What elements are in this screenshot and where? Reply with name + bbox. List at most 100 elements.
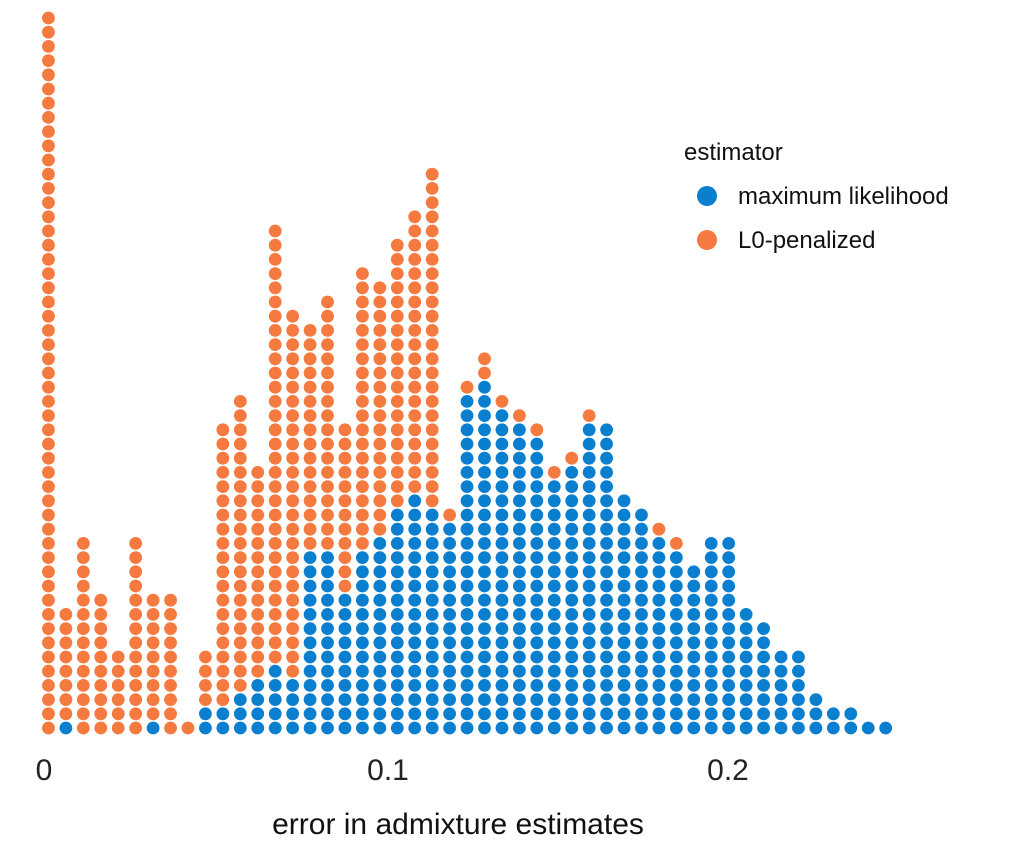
dot-l0-penalized bbox=[268, 451, 282, 465]
dot-maximum-likelihood bbox=[547, 679, 561, 692]
dot-maximum-likelihood bbox=[652, 593, 666, 607]
dot-l0-penalized bbox=[42, 636, 55, 650]
dot-l0-penalized bbox=[338, 508, 352, 522]
dot-maximum-likelihood bbox=[356, 679, 369, 692]
dot-maximum-likelihood bbox=[512, 608, 526, 621]
dot-l0-penalized bbox=[164, 650, 177, 664]
dot-maximum-likelihood bbox=[635, 721, 648, 735]
dot-maximum-likelihood bbox=[356, 551, 369, 564]
dot-l0-penalized bbox=[42, 324, 55, 337]
dot-maximum-likelihood bbox=[478, 664, 491, 678]
dot-l0-penalized bbox=[268, 565, 282, 579]
dot-maximum-likelihood bbox=[512, 622, 526, 635]
dot-maximum-likelihood bbox=[268, 721, 282, 735]
dot-maximum-likelihood bbox=[408, 579, 422, 593]
dot-l0-penalized bbox=[425, 409, 439, 422]
dot-maximum-likelihood bbox=[408, 636, 422, 650]
dot-l0-penalized bbox=[42, 309, 55, 323]
dot-maximum-likelihood bbox=[512, 721, 526, 735]
dot-maximum-likelihood bbox=[635, 693, 648, 706]
dot-maximum-likelihood bbox=[617, 608, 631, 621]
dot-maximum-likelihood bbox=[669, 707, 683, 721]
dot-maximum-likelihood bbox=[722, 679, 736, 692]
dot-l0-penalized bbox=[321, 352, 334, 366]
dot-maximum-likelihood bbox=[530, 551, 544, 564]
dot-maximum-likelihood bbox=[478, 565, 491, 579]
dot-maximum-likelihood bbox=[373, 664, 387, 678]
dot-l0-penalized bbox=[321, 480, 334, 493]
dot-l0-penalized bbox=[373, 423, 387, 437]
dot-l0-penalized bbox=[164, 593, 177, 607]
dot-maximum-likelihood bbox=[303, 693, 317, 706]
dot-l0-penalized bbox=[373, 324, 387, 337]
dot-l0-penalized bbox=[42, 494, 55, 508]
dot-maximum-likelihood bbox=[495, 480, 509, 493]
dot-l0-penalized bbox=[42, 11, 55, 25]
dot-maximum-likelihood bbox=[792, 693, 805, 706]
dot-maximum-likelihood bbox=[600, 636, 613, 650]
dot-l0-penalized bbox=[373, 409, 387, 422]
dot-l0-penalized bbox=[76, 622, 90, 635]
dot-maximum-likelihood bbox=[373, 551, 387, 564]
dot-maximum-likelihood bbox=[268, 664, 282, 678]
dot-maximum-likelihood bbox=[774, 650, 788, 664]
dot-maximum-likelihood bbox=[757, 679, 770, 692]
dot-l0-penalized bbox=[425, 267, 439, 280]
dot-maximum-likelihood bbox=[565, 636, 579, 650]
dot-l0-penalized bbox=[42, 238, 55, 252]
dot-maximum-likelihood bbox=[425, 608, 439, 621]
dot-l0-penalized bbox=[408, 224, 422, 238]
dot-maximum-likelihood bbox=[652, 537, 666, 550]
dot-l0-penalized bbox=[286, 338, 300, 351]
dot-maximum-likelihood bbox=[303, 551, 317, 564]
dot-maximum-likelihood bbox=[582, 423, 596, 437]
dot-l0-penalized bbox=[129, 579, 143, 593]
dot-l0-penalized bbox=[460, 380, 474, 394]
dot-l0-penalized bbox=[76, 650, 90, 664]
dot-l0-penalized bbox=[76, 593, 90, 607]
dot-maximum-likelihood bbox=[617, 537, 631, 550]
dot-l0-penalized bbox=[216, 480, 230, 493]
dot-l0-penalized bbox=[303, 508, 317, 522]
dot-l0-penalized bbox=[338, 480, 352, 493]
dot-maximum-likelihood bbox=[495, 608, 509, 621]
dot-l0-penalized bbox=[408, 395, 422, 408]
dot-maximum-likelihood bbox=[425, 579, 439, 593]
dot-maximum-likelihood bbox=[512, 522, 526, 536]
dot-l0-penalized bbox=[42, 650, 55, 664]
dot-maximum-likelihood bbox=[600, 451, 613, 465]
dot-maximum-likelihood bbox=[512, 664, 526, 678]
dot-l0-penalized bbox=[233, 579, 247, 593]
dot-maximum-likelihood bbox=[582, 593, 596, 607]
dot-maximum-likelihood bbox=[286, 693, 300, 706]
dot-maximum-likelihood bbox=[460, 707, 474, 721]
dot-maximum-likelihood bbox=[652, 664, 666, 678]
dot-l0-penalized bbox=[76, 693, 90, 706]
dot-l0-penalized bbox=[356, 437, 369, 451]
dot-l0-penalized bbox=[146, 650, 160, 664]
dot-l0-penalized bbox=[408, 295, 422, 309]
dot-maximum-likelihood bbox=[199, 721, 212, 735]
dot-l0-penalized bbox=[94, 608, 108, 621]
dot-maximum-likelihood bbox=[652, 579, 666, 593]
dot-maximum-likelihood bbox=[669, 551, 683, 564]
dot-l0-penalized bbox=[42, 608, 55, 621]
dot-maximum-likelihood bbox=[617, 494, 631, 508]
dot-maximum-likelihood bbox=[495, 508, 509, 522]
dot-maximum-likelihood bbox=[547, 494, 561, 508]
dot-maximum-likelihood bbox=[443, 636, 457, 650]
dot-l0-penalized bbox=[338, 579, 352, 593]
dot-maximum-likelihood bbox=[390, 636, 404, 650]
dot-maximum-likelihood bbox=[600, 664, 613, 678]
dot-maximum-likelihood bbox=[739, 650, 753, 664]
dot-l0-penalized bbox=[356, 324, 369, 337]
dot-l0-penalized bbox=[59, 636, 73, 650]
dot-l0-penalized bbox=[373, 522, 387, 536]
dot-maximum-likelihood bbox=[495, 622, 509, 635]
dot-maximum-likelihood bbox=[443, 565, 457, 579]
dot-maximum-likelihood bbox=[443, 679, 457, 692]
dot-maximum-likelihood bbox=[460, 395, 474, 408]
dot-maximum-likelihood bbox=[722, 693, 736, 706]
dot-maximum-likelihood bbox=[460, 579, 474, 593]
